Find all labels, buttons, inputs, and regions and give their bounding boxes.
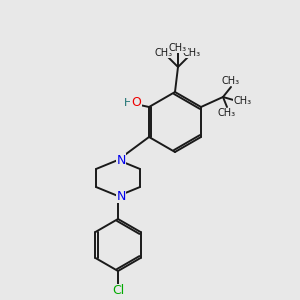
Text: CH₃: CH₃	[222, 76, 240, 86]
Text: Cl: Cl	[112, 284, 124, 298]
Text: CH₃: CH₃	[155, 48, 173, 58]
Text: N: N	[116, 154, 126, 166]
Text: CH₃: CH₃	[183, 48, 201, 58]
Text: H: H	[124, 98, 132, 108]
Text: CH₃: CH₃	[218, 108, 236, 118]
Text: O: O	[131, 95, 141, 109]
Text: CH₃: CH₃	[234, 96, 252, 106]
Text: CH₃: CH₃	[169, 43, 187, 53]
Text: N: N	[116, 190, 126, 202]
